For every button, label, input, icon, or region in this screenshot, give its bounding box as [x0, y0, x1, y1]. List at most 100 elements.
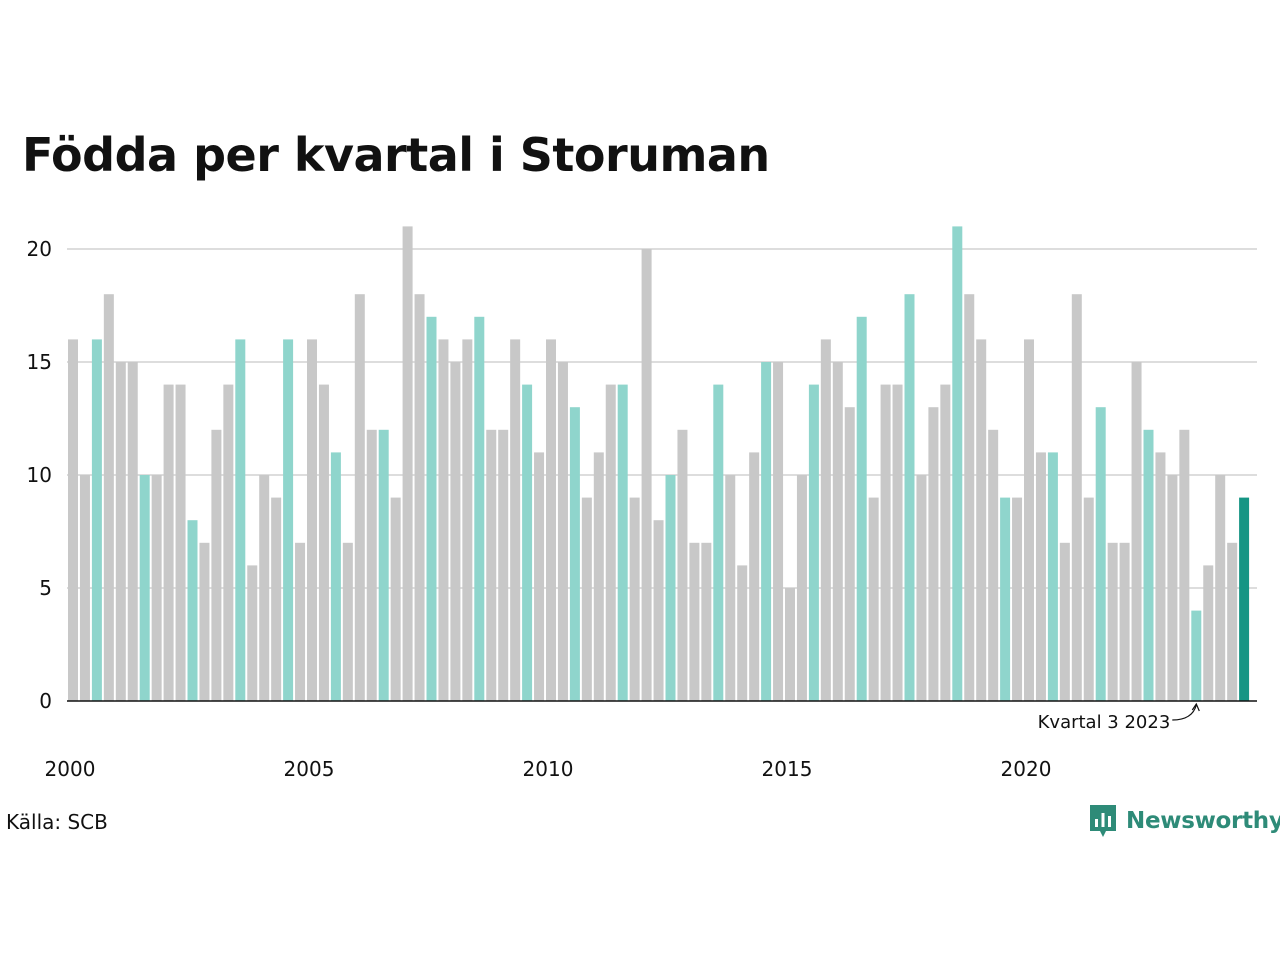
bar-2006-q3 [378, 429, 389, 701]
bar-2024-q2 [1227, 542, 1238, 701]
bar-2022-q1 [1119, 542, 1130, 701]
bar-2003-q2 [223, 384, 234, 701]
bar-2015-q4 [820, 339, 831, 701]
bar-2007-q4 [438, 339, 449, 701]
bar-2010-q4 [581, 497, 592, 701]
bar-2004-q1 [259, 475, 270, 701]
bar-2009-q3 [522, 384, 533, 701]
bar-2020-q1 [1024, 339, 1034, 701]
bar-2021-q2 [1083, 497, 1094, 701]
bar-2011-q4 [629, 497, 640, 701]
bar-chart-speech-bubble-icon [1090, 805, 1116, 837]
bar-2006-q2 [366, 429, 377, 701]
annotation-arrow [1172, 704, 1197, 721]
bar-2010-q2 [557, 362, 568, 701]
bars [68, 226, 1250, 701]
bar-2005-q1 [307, 339, 317, 701]
annotation: Kvartal 3 2023 [1038, 702, 1200, 733]
bar-2010-q1 [546, 339, 556, 701]
bar-2000-q2 [79, 475, 90, 701]
y-tick-label: 15 [27, 350, 52, 374]
bar-2001-q1 [115, 362, 126, 701]
bar-2015-q3 [808, 384, 819, 701]
bar-2006-q4 [390, 497, 401, 701]
annotation-arrowhead [1191, 702, 1200, 712]
bar-2008-q4 [486, 429, 497, 701]
bar-2022-q2 [1131, 362, 1142, 701]
x-tick-label: 2020 [1001, 757, 1052, 781]
bar-2013-q1 [689, 542, 700, 701]
bar-2016-q4 [868, 497, 879, 701]
bar-2004-q2 [271, 497, 282, 701]
bar-2014-q3 [761, 362, 772, 701]
bar-2015-q1 [785, 588, 795, 701]
bar-2009-q1 [498, 429, 509, 701]
bar-2018-q3 [952, 226, 963, 701]
source-note: Källa: SCB [6, 810, 108, 834]
bar-2014-q2 [749, 452, 760, 701]
bar-2012-q2 [653, 520, 664, 701]
bar-2005-q4 [342, 542, 353, 701]
bar-2008-q3 [474, 316, 485, 701]
bar-2020-q2 [1035, 452, 1046, 701]
bar-2023-q1 [1167, 475, 1178, 701]
bar-2017-q3 [904, 294, 915, 701]
bar-2023-q4 [1203, 565, 1214, 701]
bar-2013-q4 [725, 475, 736, 701]
bar-2009-q2 [510, 339, 521, 701]
bar-2021-q3 [1095, 407, 1106, 701]
bar-2021-q1 [1071, 294, 1082, 701]
annotation-label: Kvartal 3 2023 [1038, 712, 1171, 733]
bar-2019-q2 [988, 429, 999, 701]
bar-2019-q3 [1000, 497, 1011, 701]
bar-2024-q1 [1215, 475, 1226, 701]
y-tick-label: 20 [27, 237, 52, 261]
bar-2008-q1 [450, 362, 461, 701]
bar-2015-q2 [796, 475, 807, 701]
bar-2016-q1 [832, 362, 843, 701]
bar-2003-q3 [235, 339, 246, 701]
y-tick-label: 10 [27, 463, 52, 487]
y-axis-ticks: 0 5 10 15 20 [27, 237, 52, 713]
x-tick-label: 2005 [284, 757, 335, 781]
bar-2023-q3 [1191, 610, 1202, 701]
bar-2019-q1 [976, 339, 987, 701]
bar-2006-q1 [354, 294, 365, 701]
bar-2018-q4 [964, 294, 975, 701]
bar-2017-q2 [892, 384, 903, 701]
bar-2020-q3 [1047, 452, 1058, 701]
bar-2003-q1 [211, 429, 222, 701]
bar-2010-q3 [569, 407, 580, 701]
bar-2000-q4 [103, 294, 114, 701]
bar-2016-q2 [844, 407, 855, 701]
bar-2012-q4 [677, 429, 688, 701]
bar-2018-q1 [928, 407, 939, 701]
y-tick-label: 0 [39, 689, 52, 713]
bar-2001-q3 [139, 475, 150, 701]
bar-2020-q4 [1059, 542, 1070, 701]
brand-logo[interactable]: Newsworthy [1088, 803, 1280, 839]
bar-2002-q2 [175, 384, 186, 701]
bar-2021-q4 [1107, 542, 1118, 701]
bar-2016-q3 [856, 316, 867, 701]
bar-2013-q3 [713, 384, 724, 701]
bar-2002-q4 [199, 542, 210, 701]
bar-2011-q3 [617, 384, 628, 701]
bar-2009-q4 [534, 452, 545, 701]
bar-2018-q2 [940, 384, 951, 701]
bar-2013-q2 [701, 542, 712, 701]
x-tick-label: 2015 [762, 757, 813, 781]
bar-2014-q1 [737, 565, 748, 701]
bar-2007-q1 [402, 226, 413, 701]
bar-2022-q4 [1155, 452, 1166, 701]
chart-title: Födda per kvartal i Storuman [22, 128, 770, 182]
bar-2007-q2 [414, 294, 425, 701]
y-tick-label: 5 [39, 576, 52, 600]
bar-2008-q2 [462, 339, 473, 701]
bar-2005-q3 [330, 452, 341, 701]
bar-2003-q4 [247, 565, 258, 701]
bar-2011-q2 [605, 384, 616, 701]
bar-2000-q1 [68, 339, 78, 701]
bar-2002-q3 [187, 520, 198, 701]
